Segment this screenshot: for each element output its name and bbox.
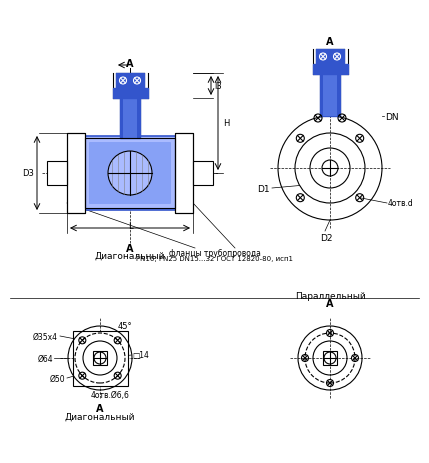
Text: DN: DN xyxy=(385,112,399,121)
Bar xyxy=(193,162,213,186)
Bar xyxy=(93,351,107,365)
Text: 45°: 45° xyxy=(118,321,133,330)
Text: A: A xyxy=(126,59,134,69)
Text: A: A xyxy=(326,37,334,47)
Bar xyxy=(67,134,85,213)
Text: 4отв.Ø6,6: 4отв.Ø6,6 xyxy=(91,391,130,400)
Text: 4отв.d: 4отв.d xyxy=(388,199,414,208)
Text: D2: D2 xyxy=(320,233,332,243)
Text: D1: D1 xyxy=(257,184,270,193)
FancyBboxPatch shape xyxy=(89,143,171,205)
Text: A: A xyxy=(326,298,334,308)
Text: A: A xyxy=(126,244,134,253)
Text: □14: □14 xyxy=(133,351,149,360)
Bar xyxy=(323,67,337,117)
Bar xyxy=(73,331,127,386)
Text: D3: D3 xyxy=(22,169,34,178)
Bar xyxy=(85,139,175,208)
Text: l3: l3 xyxy=(214,82,222,91)
Bar xyxy=(320,67,340,117)
FancyBboxPatch shape xyxy=(83,137,177,211)
Bar xyxy=(120,89,140,139)
Bar xyxy=(67,134,85,213)
Text: H: H xyxy=(223,119,230,128)
Bar xyxy=(123,89,137,139)
Text: Ø50: Ø50 xyxy=(49,374,65,383)
Text: Диагональный: Диагональный xyxy=(65,412,135,420)
Text: Ø35х4: Ø35х4 xyxy=(33,332,58,341)
Bar xyxy=(323,351,337,365)
Text: фланцы трубопровода: фланцы трубопровода xyxy=(169,249,261,257)
Bar xyxy=(47,162,67,186)
Text: L: L xyxy=(128,221,132,231)
Bar xyxy=(175,134,193,213)
Bar xyxy=(175,134,193,213)
Text: PN16; PN25 DN15...32 ГОСТ 12820-80, исп1: PN16; PN25 DN15...32 ГОСТ 12820-80, исп1 xyxy=(136,256,293,262)
Circle shape xyxy=(108,152,152,195)
Text: Параллельный: Параллельный xyxy=(295,291,366,300)
Bar xyxy=(312,65,347,75)
Bar xyxy=(112,89,148,99)
Text: Диагональный: Диагональный xyxy=(95,251,165,260)
Text: A: A xyxy=(96,404,104,413)
Bar xyxy=(316,50,344,65)
Text: Ø64: Ø64 xyxy=(37,354,53,363)
Bar xyxy=(116,74,144,89)
